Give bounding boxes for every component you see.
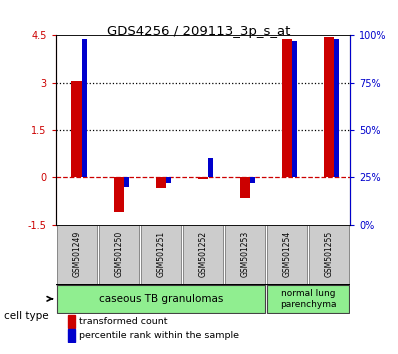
Bar (113, 177, 124, 212)
Bar (324, 37, 334, 177)
Bar (225, 224, 265, 284)
Text: GSM501252: GSM501252 (199, 231, 207, 277)
Bar (183, 224, 223, 284)
Bar (57, 285, 265, 313)
Bar (82, 39, 87, 177)
Text: GSM501251: GSM501251 (156, 231, 166, 277)
Bar (292, 41, 297, 177)
Text: GSM501255: GSM501255 (325, 231, 334, 277)
Bar (141, 224, 181, 284)
Text: transformed count: transformed count (79, 316, 168, 326)
Bar (208, 158, 213, 177)
Bar (124, 177, 129, 187)
Text: GSM501250: GSM501250 (114, 231, 123, 277)
Bar (166, 177, 171, 183)
Text: GSM501254: GSM501254 (283, 231, 292, 277)
Bar (334, 39, 339, 177)
Bar (267, 224, 307, 284)
Text: percentile rank within the sample: percentile rank within the sample (79, 331, 239, 339)
Bar (267, 285, 349, 313)
Bar (99, 224, 139, 284)
Text: GDS4256 / 209113_3p_s_at: GDS4256 / 209113_3p_s_at (107, 25, 291, 38)
Bar (198, 177, 208, 179)
Bar (156, 177, 166, 188)
Bar (309, 224, 349, 284)
Text: GSM501253: GSM501253 (240, 231, 250, 277)
Text: normal lung
parenchyma: normal lung parenchyma (280, 289, 336, 308)
Bar (282, 39, 293, 177)
Text: cell type: cell type (4, 311, 49, 321)
Bar (57, 224, 97, 284)
Bar (68, 329, 75, 342)
Text: caseous TB granulomas: caseous TB granulomas (99, 294, 223, 304)
Bar (68, 315, 75, 328)
Bar (240, 177, 250, 198)
Bar (250, 177, 255, 183)
Text: GSM501249: GSM501249 (72, 231, 81, 277)
Bar (72, 81, 82, 177)
